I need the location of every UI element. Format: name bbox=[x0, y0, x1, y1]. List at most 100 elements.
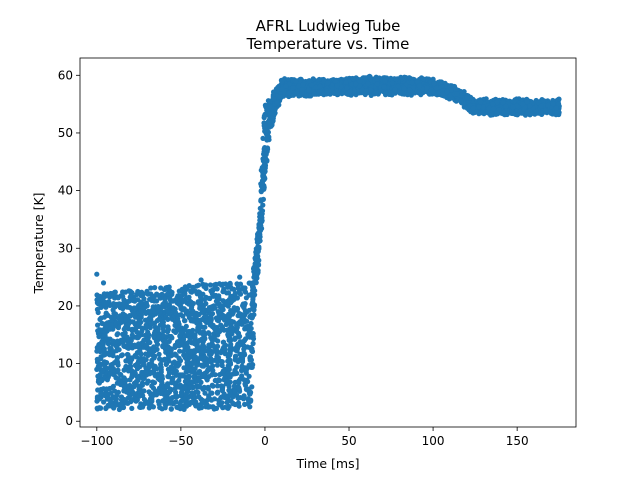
data-point bbox=[165, 308, 171, 314]
data-point bbox=[118, 372, 124, 378]
data-point bbox=[179, 325, 185, 331]
data-point bbox=[170, 305, 176, 311]
data-point bbox=[173, 372, 180, 378]
data-point bbox=[261, 113, 267, 119]
data-point bbox=[237, 333, 243, 339]
data-point bbox=[182, 318, 188, 324]
data-point bbox=[110, 383, 116, 389]
data-point bbox=[103, 322, 109, 328]
data-point bbox=[120, 306, 126, 312]
data-point bbox=[154, 341, 161, 347]
data-point bbox=[223, 321, 229, 328]
data-point bbox=[168, 406, 174, 412]
data-point bbox=[176, 301, 182, 307]
data-point bbox=[226, 383, 232, 390]
data-point bbox=[229, 325, 235, 331]
data-point bbox=[151, 348, 157, 354]
data-point bbox=[240, 285, 246, 291]
data-point bbox=[133, 354, 140, 360]
data-point bbox=[170, 375, 176, 381]
data-point bbox=[219, 386, 225, 393]
data-point bbox=[115, 325, 121, 331]
data-point bbox=[175, 339, 181, 345]
data-point bbox=[224, 298, 230, 304]
data-point bbox=[124, 334, 130, 340]
data-point bbox=[200, 308, 206, 314]
data-point bbox=[195, 389, 201, 396]
data-point bbox=[218, 322, 224, 328]
data-point bbox=[555, 101, 562, 107]
data-point bbox=[239, 364, 245, 370]
data-point bbox=[155, 371, 161, 377]
data-point bbox=[274, 100, 280, 106]
data-point bbox=[103, 386, 109, 392]
data-point bbox=[173, 310, 179, 316]
data-point bbox=[229, 286, 235, 292]
data-point bbox=[159, 321, 165, 327]
data-point bbox=[101, 359, 108, 365]
data-point bbox=[101, 291, 107, 297]
data-point bbox=[96, 363, 103, 369]
data-point bbox=[488, 111, 495, 117]
data-point bbox=[258, 212, 264, 219]
data-point bbox=[105, 341, 111, 347]
data-point bbox=[97, 297, 103, 303]
data-point bbox=[183, 392, 189, 398]
data-point bbox=[143, 351, 149, 357]
data-point bbox=[190, 308, 196, 314]
data-point bbox=[214, 383, 221, 389]
data-point bbox=[258, 197, 264, 203]
data-point bbox=[97, 293, 103, 299]
data-point bbox=[94, 356, 100, 362]
data-point bbox=[111, 315, 117, 321]
data-point bbox=[257, 228, 263, 234]
data-point bbox=[225, 371, 231, 377]
data-point bbox=[172, 322, 178, 328]
data-point bbox=[236, 403, 242, 409]
data-point bbox=[104, 377, 110, 383]
data-point bbox=[108, 390, 114, 396]
data-point bbox=[257, 205, 263, 211]
data-point bbox=[255, 253, 261, 259]
data-point bbox=[136, 345, 143, 351]
data-point bbox=[134, 335, 140, 341]
data-point bbox=[227, 360, 233, 366]
data-point bbox=[279, 79, 285, 85]
data-point bbox=[99, 348, 106, 354]
data-point bbox=[98, 315, 104, 321]
data-point bbox=[211, 343, 217, 350]
data-point bbox=[209, 372, 215, 378]
data-point bbox=[545, 102, 551, 108]
data-point bbox=[316, 89, 322, 95]
data-point bbox=[216, 377, 222, 383]
data-point bbox=[206, 342, 212, 348]
data-point bbox=[176, 377, 182, 383]
data-point bbox=[171, 328, 177, 334]
data-point bbox=[151, 330, 158, 336]
data-point bbox=[109, 350, 115, 357]
data-point bbox=[117, 313, 123, 319]
data-point bbox=[209, 322, 215, 328]
data-point bbox=[206, 331, 212, 337]
data-point bbox=[192, 354, 198, 360]
data-point bbox=[100, 368, 106, 374]
data-point bbox=[154, 317, 161, 324]
data-point bbox=[102, 352, 108, 358]
data-point bbox=[228, 318, 235, 324]
data-point bbox=[129, 405, 135, 411]
data-point bbox=[161, 301, 167, 307]
data-point bbox=[250, 333, 256, 339]
data-point bbox=[244, 309, 250, 315]
data-point bbox=[224, 399, 230, 405]
data-point bbox=[156, 351, 162, 357]
data-point bbox=[145, 378, 151, 384]
data-point bbox=[374, 81, 380, 87]
data-point bbox=[220, 281, 226, 287]
data-point bbox=[247, 327, 253, 333]
data-point bbox=[108, 322, 114, 328]
data-point bbox=[124, 400, 130, 406]
data-point bbox=[143, 357, 149, 363]
data-point bbox=[150, 294, 156, 300]
data-point bbox=[121, 367, 127, 373]
